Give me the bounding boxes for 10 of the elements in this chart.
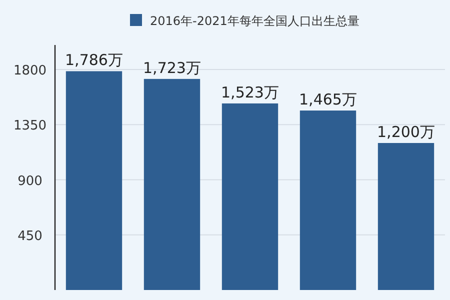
data-label: 1,465万	[299, 90, 357, 109]
data-label: 1,786万	[65, 51, 123, 70]
legend: 2016年-2021年每年全国人口出生总量	[130, 14, 360, 28]
data-label: 1,523万	[221, 83, 279, 102]
y-tick-label: 1800	[13, 64, 47, 78]
y-tick-label: 900	[18, 174, 42, 189]
y-tick-label: 1350	[13, 118, 47, 134]
data-label: 1,723万	[143, 58, 201, 77]
y-tick-label: 450	[18, 228, 42, 244]
data-label: 1,200万	[377, 123, 435, 141]
